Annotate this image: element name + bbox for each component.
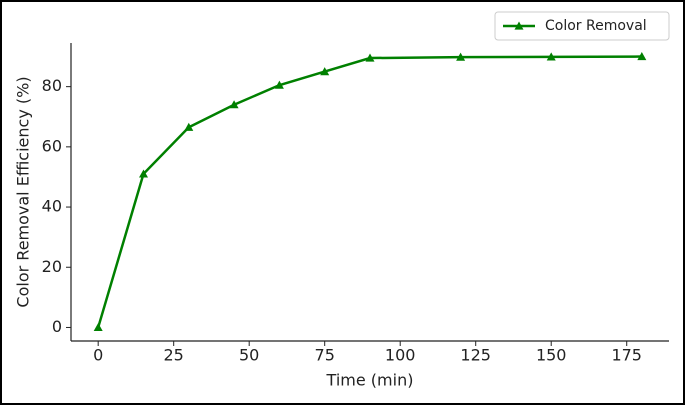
y-tick-label: 20 (42, 257, 62, 276)
marker (546, 52, 556, 61)
marker (274, 80, 284, 89)
x-tick-label: 125 (460, 346, 491, 365)
x-tick-label: 50 (239, 346, 259, 365)
marker (138, 169, 148, 178)
y-tick-label: 80 (42, 76, 62, 95)
marker (184, 122, 194, 131)
marker (365, 53, 375, 62)
y-tick-label: 0 (52, 317, 62, 336)
marker (93, 322, 103, 332)
marker (229, 100, 239, 109)
x-tick-label: 0 (93, 346, 103, 365)
legend-box (494, 11, 670, 41)
y-tick-label: 40 (42, 197, 62, 216)
marker (637, 52, 647, 61)
y-tick-label: 60 (42, 136, 62, 155)
x-axis-label: Time (min) (326, 371, 414, 390)
x-tick-label: 100 (385, 346, 416, 365)
legend-label: Color Removal (545, 18, 647, 34)
x-tick-label: 75 (315, 346, 335, 365)
y-axis-label: Color Removal Efficiency (%) (14, 76, 33, 307)
legend-marker (514, 21, 524, 30)
marker (320, 67, 330, 76)
line (96, 55, 642, 328)
x-tick-label: 150 (536, 346, 567, 365)
x-tick-label: 25 (164, 346, 184, 365)
x-tick-label: 175 (611, 346, 642, 365)
marker (456, 52, 466, 61)
